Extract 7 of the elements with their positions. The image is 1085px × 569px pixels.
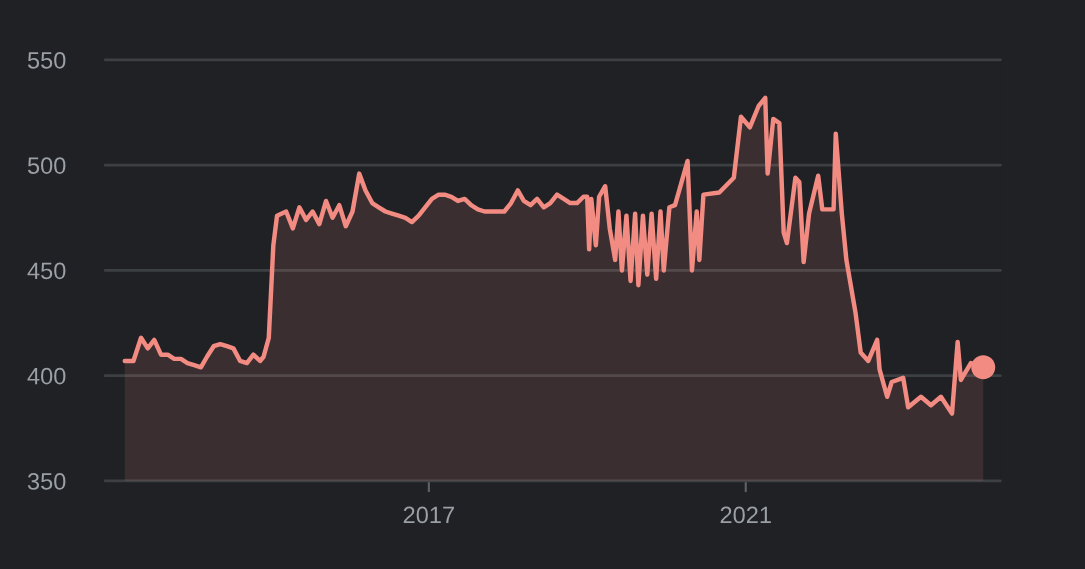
y-tick-label: 550 — [27, 51, 66, 69]
y-tick-label: 450 — [27, 262, 66, 280]
y-tick-label: 500 — [27, 157, 66, 174]
y-tick-label: 350 — [27, 473, 66, 490]
x-tick-label: 2017 — [403, 506, 454, 524]
y-tick-label: 400 — [27, 367, 66, 385]
x-tick-label: 2021 — [720, 506, 771, 524]
